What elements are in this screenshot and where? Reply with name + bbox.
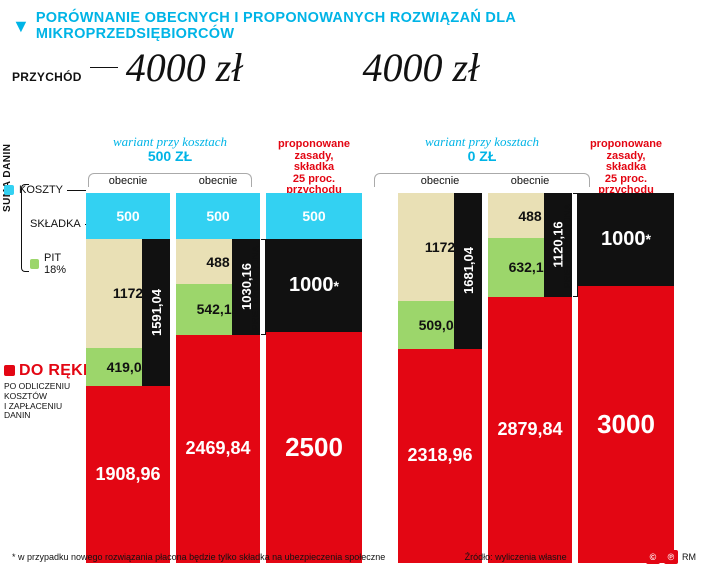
- preferencyjna-label: PREFERENCYJNA: [562, 203, 572, 288]
- badge-p-icon: ℗: [664, 550, 678, 564]
- chart-title: PORÓWNANIE OBECNYCH I PROPONOWANYCH ROZW…: [36, 10, 696, 42]
- variant-cost: 500 ZŁ: [148, 148, 192, 164]
- segment-koszty: 500: [176, 193, 260, 239]
- income-value-left: 4000 zł: [126, 44, 243, 91]
- credits: © ℗ RM: [646, 550, 696, 564]
- column: obecnie500488542,162469,841030,16PREFERE…: [176, 193, 260, 563]
- columns: obecnie1172509,042318,961681,04obecnie48…: [372, 193, 700, 563]
- title-row: ▼ PORÓWNANIE OBECNYCH I PROPONOWANYCH RO…: [0, 0, 708, 44]
- column: obecnie5001172419,041908,961591,04: [86, 193, 170, 563]
- column: proponowane zasady, składka 25 proc. prz…: [266, 193, 362, 563]
- income-dash: [90, 67, 118, 68]
- segment-net: 1908,96: [86, 386, 170, 563]
- segment-net: 2318,96: [398, 349, 482, 564]
- column: obecnie1172509,042318,961681,04: [398, 193, 482, 563]
- segment-proposed: 1000*: [266, 239, 362, 332]
- credits-rm: RM: [682, 552, 696, 562]
- segment-koszty: 500: [266, 193, 362, 239]
- segment-net: 2500: [266, 332, 362, 563]
- col-label-obecnie: obecnie: [86, 175, 170, 187]
- panel-0: wariant przy kosztach500 ZŁobecnie500117…: [8, 95, 362, 563]
- variant-header: wariant przy kosztach500 ZŁ: [88, 135, 252, 165]
- preferencyjna-label: PREFERENCYJNA: [250, 245, 260, 330]
- footnote: * w przypadku nowego rozwiązania płacona…: [12, 552, 385, 562]
- segment-net: 3000: [578, 286, 674, 564]
- variant-cost: 0 ZŁ: [468, 148, 497, 164]
- col-label-obecnie: obecnie: [488, 175, 572, 187]
- arrow-down-icon: ▼: [12, 16, 30, 37]
- segment-net: 2469,84: [176, 335, 260, 563]
- panels: wariant przy kosztach500 ZŁobecnie500117…: [0, 95, 708, 563]
- footer: * w przypadku nowego rozwiązania płacona…: [12, 550, 696, 564]
- segment-koszty: 500: [86, 193, 170, 239]
- variant-line: wariant przy kosztach: [425, 134, 539, 149]
- segment-net: 2879,84: [488, 297, 572, 563]
- source: Źródło: wyliczenia własne: [465, 552, 567, 562]
- income-value-right: 4000 zł: [362, 44, 479, 91]
- suma-bar: 1681,04: [454, 193, 482, 348]
- column: obecnie488632,162879,841120,16PREFERENCY…: [488, 193, 572, 563]
- income-label: PRZYCHÓD: [12, 70, 82, 84]
- columns: obecnie5001172419,041908,961591,04obecni…: [8, 193, 362, 563]
- segment-proposed: 1000*: [578, 193, 674, 286]
- badge-c-icon: ©: [646, 550, 660, 564]
- col-label-proposed: proponowane zasady, składka 25 proc. prz…: [578, 139, 674, 197]
- col-label-obecnie: obecnie: [176, 175, 260, 187]
- income-row: PRZYCHÓD 4000 zł 4000 zł: [0, 44, 708, 95]
- col-label-obecnie: obecnie: [398, 175, 482, 187]
- column: proponowane zasady, składka 25 proc. prz…: [578, 193, 674, 563]
- suma-bar: 1591,04: [142, 239, 170, 386]
- col-label-proposed: proponowane zasady, składka 25 proc. prz…: [266, 139, 362, 197]
- variant-header: wariant przy kosztach0 ZŁ: [374, 135, 590, 165]
- suma-value: 1681,04: [461, 247, 476, 294]
- suma-value: 1591,04: [149, 289, 164, 336]
- panel-1: wariant przy kosztach0 ZŁobecnie1172509,…: [372, 95, 700, 563]
- variant-line: wariant przy kosztach: [113, 134, 227, 149]
